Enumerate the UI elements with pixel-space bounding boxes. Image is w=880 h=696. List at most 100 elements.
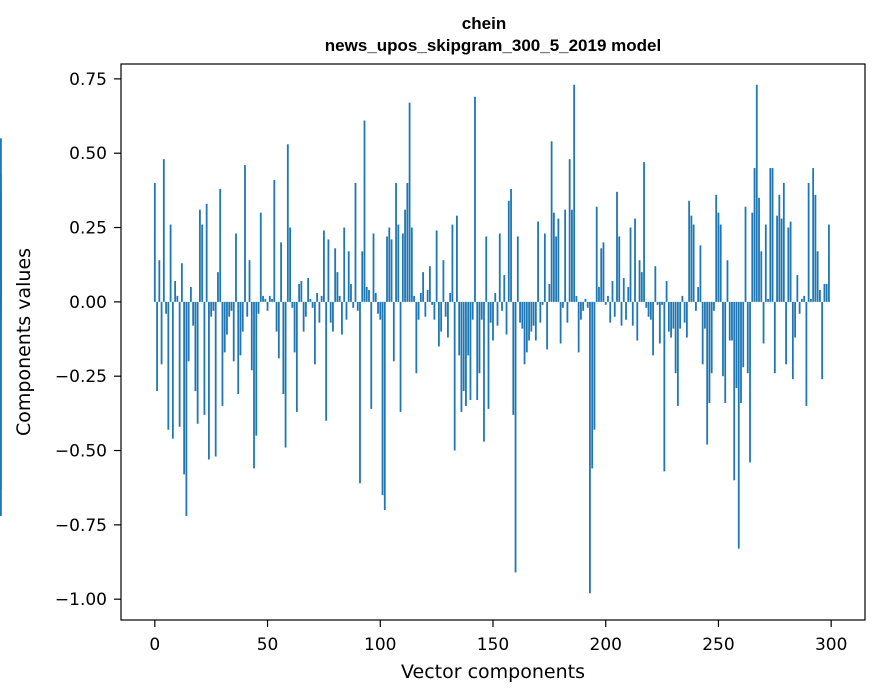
bar-219: [647, 301, 650, 317]
bar-57: [282, 301, 285, 395]
bar-37: [237, 301, 240, 395]
bar-204: [613, 301, 616, 317]
bar-90: [356, 301, 359, 311]
bar-221: [652, 301, 654, 356]
bar-241: [697, 286, 700, 302]
bar-55: [277, 301, 280, 359]
bar-290: [807, 182, 810, 302]
bar-112: [406, 182, 409, 302]
bar-210: [627, 286, 630, 302]
bar-200: [604, 301, 607, 305]
bar-63: [295, 301, 298, 412]
bar-143: [476, 301, 479, 400]
bar-291: [809, 298, 812, 302]
bar-103: [386, 236, 388, 302]
bar-123: [431, 301, 434, 305]
y-tick-label: 0.00: [69, 293, 107, 313]
bar-127: [440, 301, 443, 332]
bar-239: [692, 224, 695, 302]
bar-218: [645, 301, 648, 308]
bar-244: [704, 301, 706, 329]
bar-98: [374, 292, 377, 302]
bar-202: [609, 301, 612, 323]
bar-172: [541, 301, 544, 305]
bar-100: [379, 301, 382, 320]
bar-86: [347, 251, 350, 302]
bar-125: [435, 230, 438, 302]
bar-99: [377, 301, 379, 314]
bar-43: [250, 301, 253, 371]
bar-159: [512, 301, 515, 415]
bar-272: [767, 298, 769, 302]
bar-259: [737, 301, 740, 549]
bar-137: [462, 301, 465, 392]
bar-224: [658, 301, 661, 344]
bar-114: [410, 227, 413, 302]
bar-28: [217, 272, 219, 302]
bar-4: [162, 159, 165, 302]
bar-95: [368, 289, 370, 302]
bar-62: [293, 301, 296, 353]
bar-118: [419, 292, 422, 302]
bar-154: [501, 301, 503, 311]
y-tick-label: 0.25: [69, 219, 107, 239]
bar-236: [685, 301, 688, 338]
bar-23: [205, 203, 208, 302]
bar-130: [447, 301, 449, 338]
bar-29: [219, 188, 222, 302]
bar-140: [469, 301, 472, 400]
bar-129: [444, 301, 447, 317]
bar-226: [663, 301, 666, 472]
bar-24: [208, 301, 210, 460]
bar-240: [695, 301, 697, 311]
bar-248: [713, 301, 715, 311]
bar-54: [275, 301, 278, 332]
bar-74: [320, 295, 323, 302]
bar-188: [577, 301, 580, 353]
bar-122: [428, 266, 431, 302]
bar-208: [622, 278, 625, 302]
bar-273: [769, 168, 772, 302]
bar-108: [397, 224, 400, 302]
bar-27: [214, 301, 217, 457]
bar-180: [559, 301, 562, 344]
bar-146: [483, 301, 485, 442]
bar-undefined: [0, 191, 2, 302]
x-tick-label: 50: [257, 635, 279, 655]
bar-15: [187, 301, 190, 362]
bar-267: [755, 84, 758, 302]
bar-139: [467, 301, 470, 356]
bar-53: [273, 179, 276, 302]
bar-12: [180, 263, 183, 302]
bar-173: [543, 233, 546, 302]
bar-264: [749, 301, 751, 463]
chart-subtitle: news_upos_skipgram_300_5_2019 model: [325, 36, 661, 55]
bar-203: [611, 281, 614, 302]
bar-48: [262, 295, 264, 302]
bar-0: [153, 182, 156, 302]
bar-195: [593, 301, 596, 430]
bar-274: [771, 168, 774, 302]
bar-179: [557, 218, 560, 302]
bar-192: [586, 301, 589, 308]
bar-132: [451, 224, 454, 302]
bar-279: [782, 182, 785, 302]
bar-115: [413, 295, 415, 302]
bar-126: [437, 301, 440, 347]
y-tick-label: −1.00: [55, 590, 107, 610]
bar-175: [548, 284, 551, 302]
bar-209: [625, 301, 627, 320]
bar-105: [390, 239, 393, 302]
bar-257: [733, 301, 736, 481]
bar-194: [591, 301, 594, 469]
bar-252: [722, 301, 724, 377]
bar-266: [753, 168, 756, 302]
bar-148: [487, 301, 490, 409]
y-tick-label: 0.50: [69, 144, 107, 164]
bar-102: [383, 301, 386, 510]
bar-186: [573, 84, 576, 302]
bar-145: [480, 301, 483, 320]
bar-246: [708, 301, 711, 403]
bar-168: [532, 301, 535, 326]
bar-6: [167, 301, 170, 430]
